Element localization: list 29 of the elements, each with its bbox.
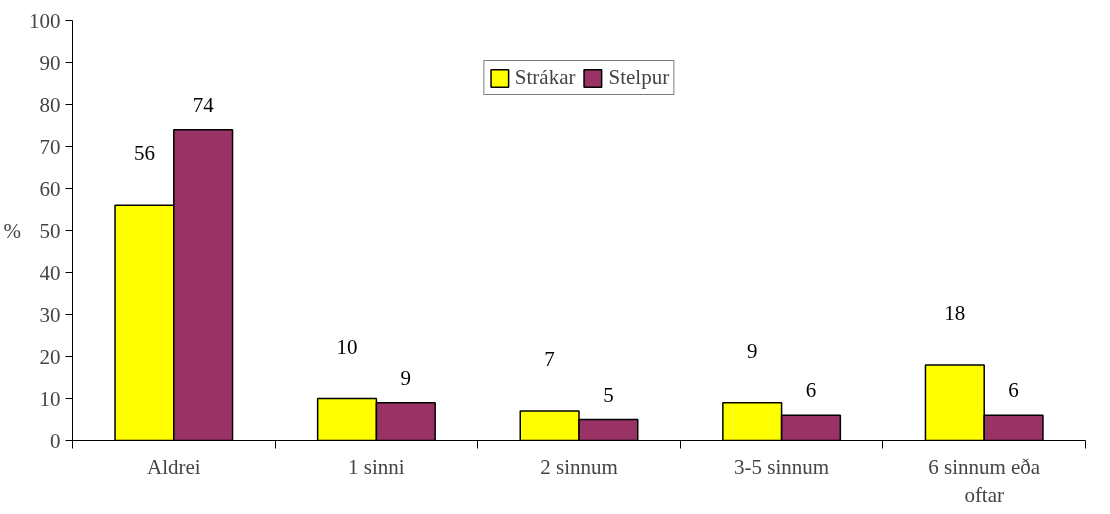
data-label: 18 [944,300,966,325]
y-tick-label: 50 [39,218,61,243]
y-tick-label: 20 [39,344,61,369]
data-label: 56 [133,141,155,166]
x-tick-label: Aldrei [146,454,201,479]
y-tick-label: 90 [39,50,61,75]
y-tick-label: 100 [29,8,61,33]
y-tick-label: 10 [39,386,61,411]
x-tick-label: 2 sinnum [540,454,618,479]
data-label: 9 [400,365,412,390]
x-tick-label: 6 sinnum eða oftar [928,454,1041,508]
y-tick-label: 0 [50,428,61,453]
data-label: 74 [192,92,215,117]
data-label: 6 [1008,378,1019,403]
data-label: 9 [746,338,758,363]
data-label: 10 [336,334,358,359]
data-label: 5 [603,382,614,407]
data-label: 7 [544,347,555,372]
y-tick-label: 70 [39,134,61,159]
legend-label: Stelpur [608,65,670,90]
y-tick-label: 30 [39,302,61,327]
legend-label: Strákar [514,65,576,90]
y-tick-label: 80 [39,92,61,117]
y-axis-title: % [3,218,22,243]
data-label: 6 [805,378,817,403]
x-tick-label: 1 sinni [348,454,405,479]
x-tick-label: 3-5 sinnum [734,454,830,479]
y-tick-label: 60 [39,176,61,201]
y-tick-label: 40 [39,260,61,285]
